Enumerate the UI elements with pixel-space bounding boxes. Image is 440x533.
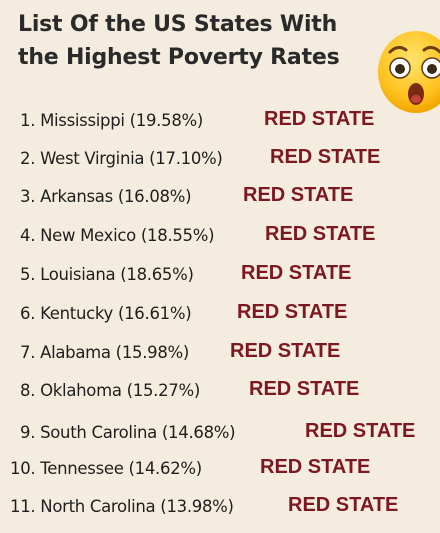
list-item: 11. North Carolina (13.98%) [10,493,234,519]
red-state-label: RED STATE [288,494,399,516]
list-item: 9. South Carolina (14.68%) [20,419,236,445]
red-state-label: RED STATE [249,378,360,400]
state-name: 3. Arkansas (16.08%) [20,186,192,206]
list-item: 8. Oklahoma (15.27%) [20,377,200,403]
state-name: 2. West Virginia (17.10%) [20,148,223,168]
red-state-label: RED STATE [264,108,375,130]
list-item: 4. New Mexico (18.55%) [20,222,215,248]
list-item: 10. Tennessee (14.62%) [10,455,202,481]
list-item: 6. Kentucky (16.61%) [20,300,192,326]
state-name: 7. Alabama (15.98%) [20,342,190,362]
state-name: 8. Oklahoma (15.27%) [20,380,200,400]
page-title: List Of the US States With the Highest P… [18,12,340,70]
state-name: 9. South Carolina (14.68%) [20,422,236,442]
state-name: 6. Kentucky (16.61%) [20,303,192,323]
red-state-label: RED STATE [305,420,416,442]
list-item: 1. Mississippi (19.58%) [20,107,203,133]
state-name: 10. Tennessee (14.62%) [10,458,202,478]
red-state-label: RED STATE [270,146,381,168]
red-state-label: RED STATE [243,184,354,206]
red-state-label: RED STATE [230,340,341,362]
state-name: 1. Mississippi (19.58%) [20,110,204,130]
list-item: 7. Alabama (15.98%) [20,339,189,365]
state-name: 4. New Mexico (18.55%) [20,225,215,245]
state-name: 5. Louisiana (18.65%) [20,264,194,284]
red-state-label: RED STATE [237,301,348,323]
list-item: 2. West Virginia (17.10%) [20,145,223,171]
list-item: 3. Arkansas (16.08%) [20,183,192,209]
red-state-label: RED STATE [241,262,352,284]
state-name: 11. North Carolina (13.98%) [10,496,234,516]
red-state-label: RED STATE [260,456,371,478]
list-item: 5. Louisiana (18.65%) [20,261,194,287]
astonished-face-emoji-icon [378,31,440,113]
red-state-label: RED STATE [265,223,376,245]
